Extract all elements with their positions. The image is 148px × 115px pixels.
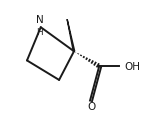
Text: N: N <box>36 14 44 24</box>
Text: H: H <box>36 27 43 36</box>
Text: O: O <box>87 101 95 111</box>
Text: OH: OH <box>124 62 140 72</box>
Polygon shape <box>67 20 75 52</box>
